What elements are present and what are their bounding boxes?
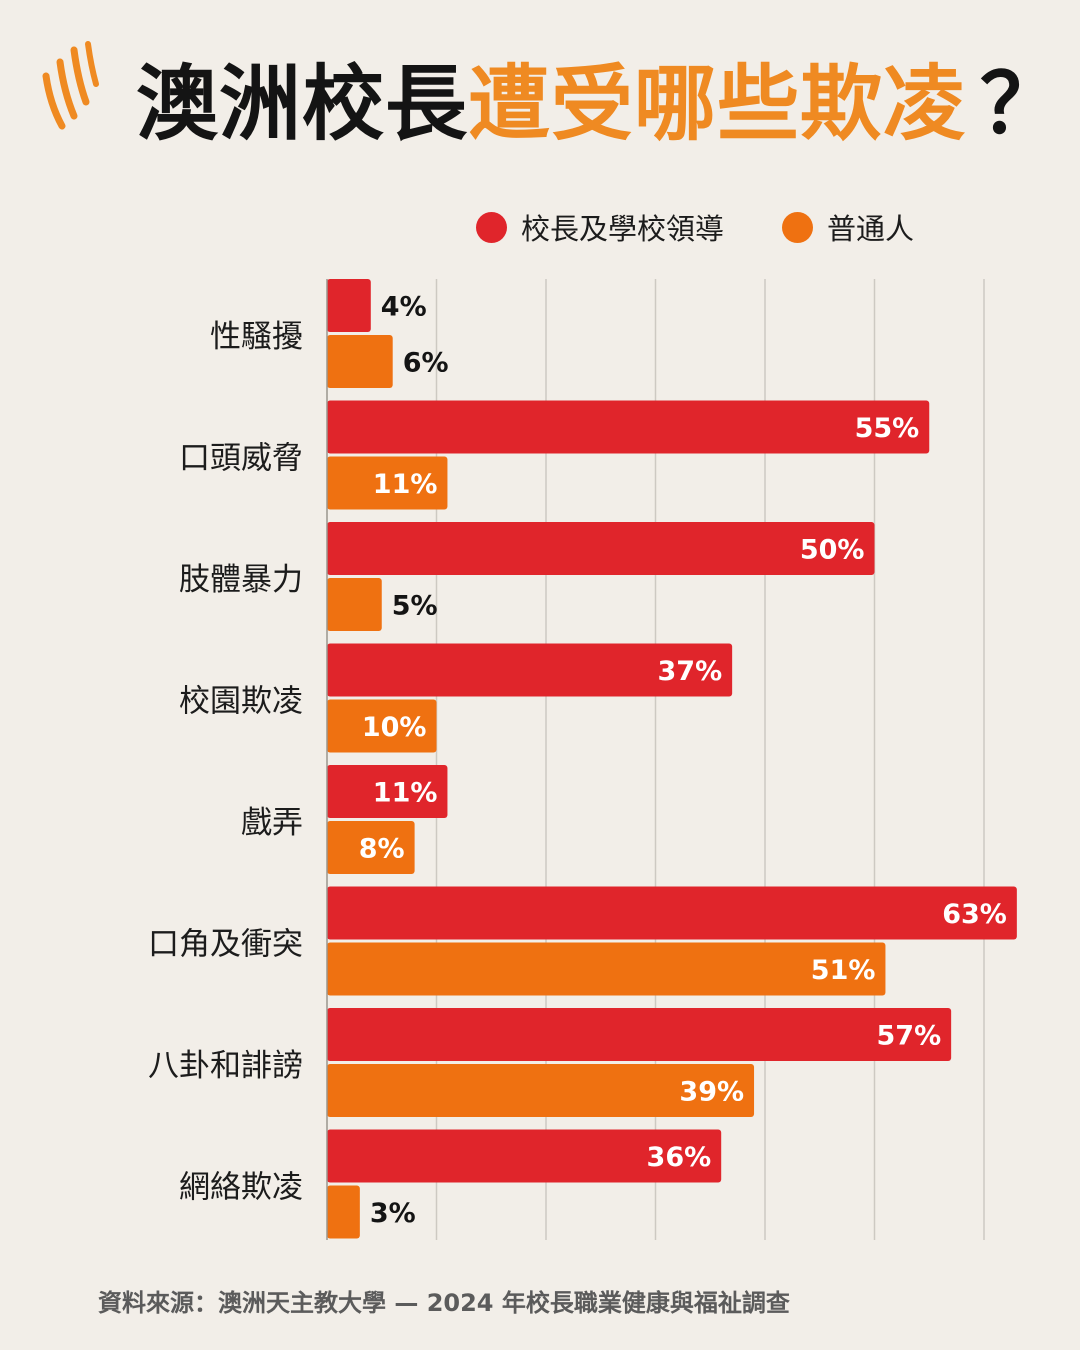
category-label: 網絡欺凌 [179, 1170, 303, 1206]
category-label: 校園欺凌 [179, 684, 303, 720]
bar [327, 1064, 755, 1117]
category-label: 肢體暴力 [179, 562, 303, 598]
bar [327, 578, 382, 631]
title-part-2: 遭受哪些欺凌 [468, 57, 967, 152]
chart-legend: 校長及學校領導 普通人 [476, 206, 972, 248]
category-label: 性騷擾 [210, 319, 303, 355]
bar [327, 1129, 722, 1183]
data-label: 37% [658, 656, 723, 687]
title-part-3: ？ [980, 57, 1064, 152]
data-label: 3% [370, 1198, 416, 1229]
bar [327, 456, 448, 510]
sbs-logo-icon [42, 41, 99, 130]
data-label: 10% [362, 712, 427, 743]
data-label: 8% [359, 834, 405, 865]
source-note: 資料來源：澳洲天主教大學 — 2024 年校長職業健康與福祉調查 [98, 1289, 790, 1317]
category-label: 口角及衝突 [148, 927, 303, 963]
data-label: 4% [381, 292, 427, 323]
chart-title: 澳洲校長遭受哪些欺凌？ [136, 57, 1064, 152]
data-label: 57% [877, 1021, 942, 1052]
legend-label-general: 普通人 [827, 212, 915, 246]
bar [327, 1185, 360, 1239]
legend-item-general: 普通人 [782, 206, 914, 248]
bar [327, 1008, 952, 1061]
bar [327, 522, 875, 575]
bar [327, 821, 415, 874]
legend-swatch-general [782, 211, 814, 243]
data-label: 36% [647, 1142, 712, 1173]
bar [327, 643, 733, 697]
bar [327, 335, 393, 388]
bar [327, 400, 930, 454]
data-label: 51% [811, 955, 876, 986]
bar [327, 765, 448, 818]
bar [327, 699, 437, 753]
data-label: 63% [942, 899, 1007, 930]
category-label: 戲弄 [241, 805, 303, 841]
data-label: 39% [679, 1077, 744, 1108]
legend-swatch-principals [476, 211, 507, 243]
data-label: 11% [373, 469, 438, 500]
category-label: 八卦和誹謗 [148, 1048, 303, 1084]
data-label: 6% [403, 348, 449, 379]
category-label: 口頭威脅 [179, 441, 303, 477]
data-label: 50% [800, 535, 865, 566]
data-label: 55% [855, 413, 920, 444]
data-label: 5% [392, 591, 438, 622]
data-label: 11% [373, 778, 438, 809]
bar [327, 279, 371, 332]
legend-item-principals: 校長及學校領導 [476, 206, 724, 248]
bar [327, 942, 886, 996]
legend-label-principals: 校長及學校領導 [521, 212, 725, 246]
bar [327, 886, 1017, 940]
title-part-1: 澳洲校長 [136, 57, 469, 152]
